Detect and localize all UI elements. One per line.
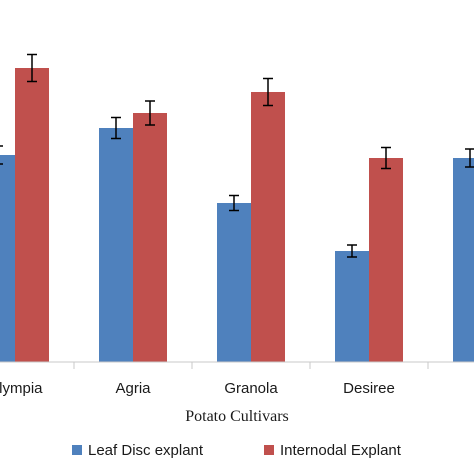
legend-swatch-internodal — [264, 445, 274, 455]
error-bar-leaf-disc-explant-desiree — [347, 244, 357, 258]
legend: Leaf Disc explant Internodal Explant — [72, 442, 402, 459]
error-bar-internodal-explant-granola — [263, 77, 273, 107]
x-tick-label-granola: Granola — [224, 380, 278, 397]
legend-label-internodal: Internodal Explant — [280, 442, 402, 459]
error-bar-leaf-disc-explant-innovator — [465, 148, 474, 168]
x-tick-label-olympia: Olympia — [0, 380, 43, 397]
bar-leaf-disc-explant-olympia — [0, 155, 15, 362]
legend-label-leaf-disc: Leaf Disc explant — [88, 442, 204, 459]
bar-leaf-disc-explant-granola — [217, 203, 251, 362]
error-bar-internodal-explant-desiree — [381, 146, 391, 170]
error-bar-internodal-explant-olympia — [27, 53, 37, 83]
x-tick-labels: OlympiaAgriaGranolaDesireeInn — [0, 380, 395, 397]
error-bars-layer — [0, 53, 474, 258]
bar-leaf-disc-explant-innovator — [453, 158, 474, 362]
x-axis-title: Potato Cultivars — [185, 408, 289, 425]
legend-swatch-leaf-disc — [72, 445, 82, 455]
error-bar-leaf-disc-explant-granola — [229, 194, 239, 212]
error-bar-leaf-disc-explant-agria — [111, 116, 121, 140]
bar-leaf-disc-explant-desiree — [335, 251, 369, 362]
x-tick-label-agria: Agria — [115, 380, 151, 397]
bar-internodal-explant-desiree — [369, 158, 403, 362]
bar-leaf-disc-explant-agria — [99, 128, 133, 362]
error-bar-leaf-disc-explant-olympia — [0, 145, 3, 165]
x-tick-marks — [73, 362, 429, 369]
x-tick-label-desiree: Desiree — [343, 380, 395, 397]
bar-internodal-explant-granola — [251, 92, 285, 362]
error-bar-internodal-explant-agria — [145, 100, 155, 126]
bar-internodal-explant-agria — [133, 113, 167, 362]
bar-internodal-explant-olympia — [15, 68, 49, 362]
bars-layer — [0, 68, 474, 362]
